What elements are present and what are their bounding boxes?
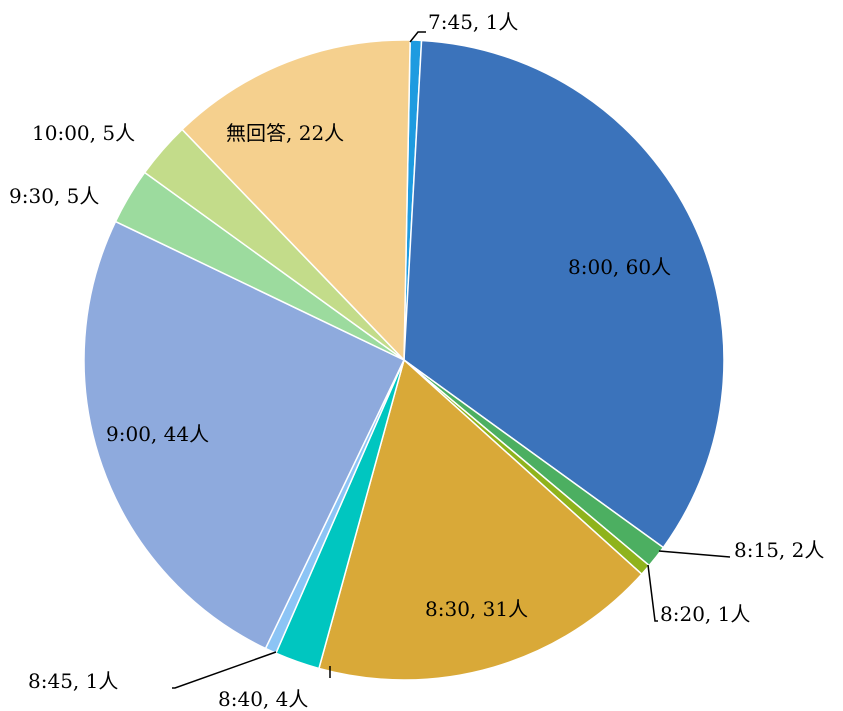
pie-slice-無回答 [181,39,411,362]
data-label-8:00: 8:00, 60人 [568,255,671,279]
pie-slices [83,39,725,681]
data-label-10:00: 10:00, 5人 [32,121,135,145]
leader-line-7:45 [409,31,426,43]
data-label-8:20: 8:20, 1人 [660,602,750,626]
leader-line-8:20 [647,564,658,622]
data-label-8:40: 8:40, 4人 [218,687,308,711]
data-label-9:00: 9:00, 44人 [106,422,209,446]
data-label-8:45: 8:45, 1人 [28,669,118,693]
leader-line-8:45 [172,651,277,689]
data-labels: 7:45, 1人 8:00, 60人 8:15, 2人 8:20, 1人 8:30, 3… [9,10,824,711]
leader-lines [172,31,731,689]
data-label-9:30: 9:30, 5人 [9,184,99,208]
leader-line-8:15 [658,550,731,558]
data-label-無回答: 無回答, 22人 [226,121,344,145]
data-label-7:45: 7:45, 1人 [428,10,518,34]
pie-slice-8:00 [403,39,725,549]
data-label-8:15: 8:15, 2人 [734,538,824,562]
pie-slice-9:00 [83,220,406,650]
data-label-8:30: 8:30, 31人 [425,597,528,621]
pie-slice-8:30 [317,358,643,681]
